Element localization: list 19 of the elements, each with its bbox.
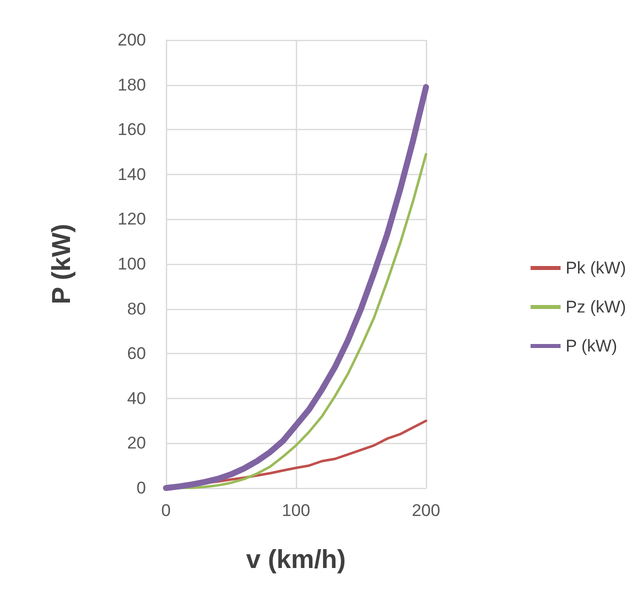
y-tick-label: 60	[127, 344, 146, 364]
x-tick-label: 100	[282, 501, 310, 520]
x-axis-title: v (km/h)	[246, 544, 346, 574]
y-axis-title: P (kW)	[46, 224, 76, 304]
y-tick-label: 160	[118, 120, 146, 140]
legend-label: Pz (kW)	[566, 298, 626, 316]
y-tick-label: 120	[118, 210, 146, 229]
y-tick-label: 180	[118, 75, 146, 94]
legend-label: Pk (kW)	[566, 258, 626, 278]
y-tick-label: 80	[127, 299, 146, 318]
x-tick-label: 200	[412, 501, 440, 520]
y-tick-label: 20	[127, 434, 146, 453]
y-tick-label: 100	[118, 254, 146, 274]
x-tick-label: 0	[161, 501, 171, 520]
y-tick-label: 200	[118, 30, 146, 50]
y-tick-label: 40	[127, 388, 146, 408]
y-tick-label: 140	[118, 164, 146, 184]
y-tick-label: 0	[136, 478, 146, 498]
legend-label: P (kW)	[566, 336, 618, 356]
